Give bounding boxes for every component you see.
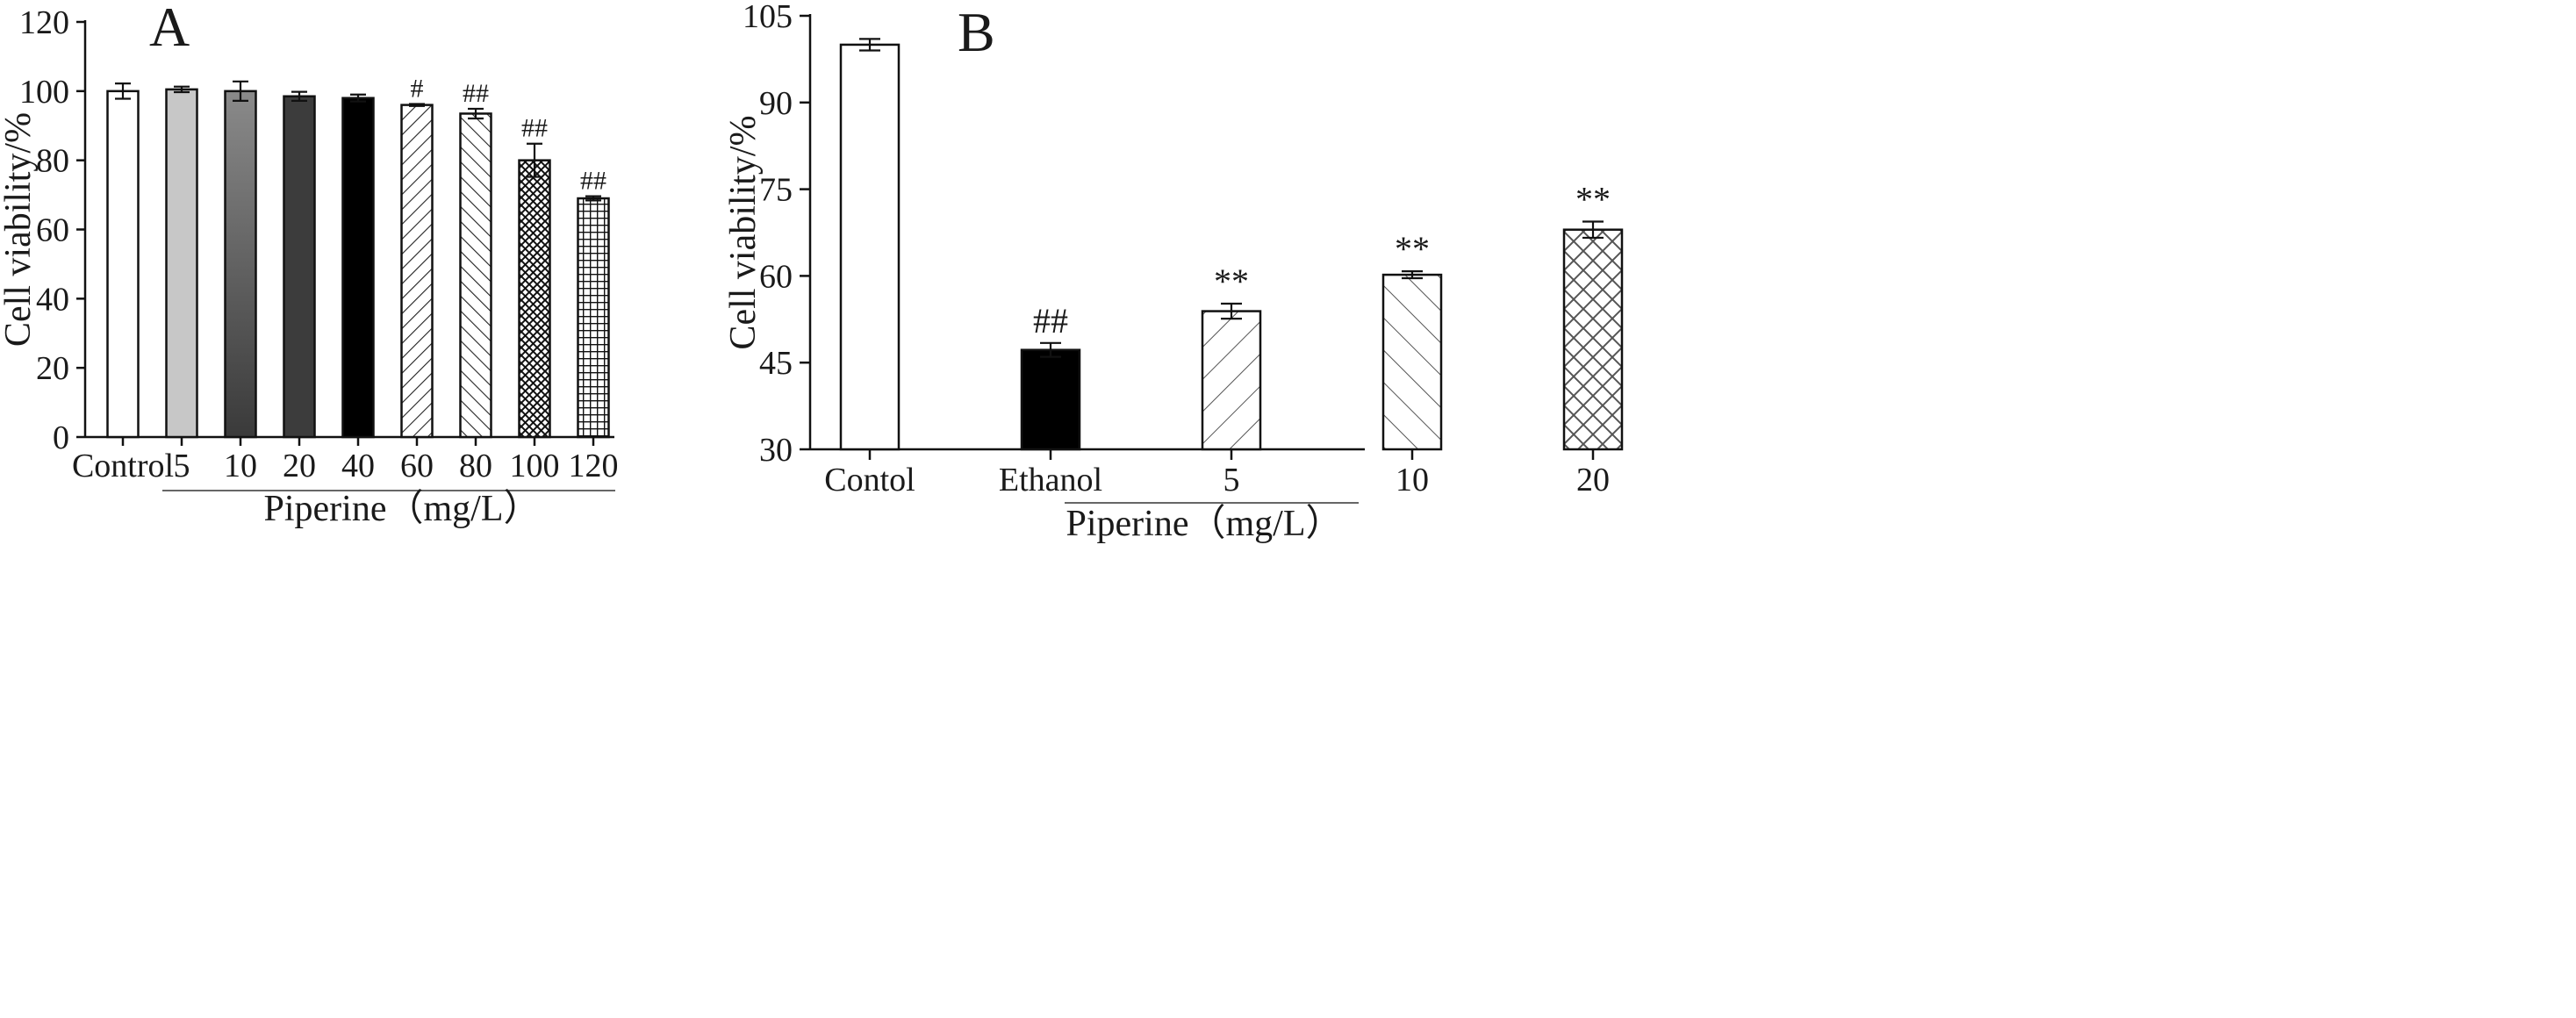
bar: [165, 88, 198, 439]
x-tick-label: 5: [174, 448, 190, 484]
bar: [577, 197, 610, 439]
x-tick-label: 120: [569, 448, 619, 484]
x-tick-label: 60: [400, 448, 434, 484]
y-tick-label: 45: [759, 345, 793, 382]
x-tick-label: 20: [283, 448, 316, 484]
significance-label: #: [411, 74, 424, 103]
significance-label: ##: [521, 114, 548, 143]
bar: [1381, 273, 1443, 451]
bar: [341, 97, 375, 439]
x-tick-label: 5: [1223, 462, 1240, 498]
significance-label: **: [1575, 179, 1611, 219]
x-tick-label: Control: [72, 448, 174, 484]
x-axis-title: Piperine（mg/L）: [1066, 504, 1343, 544]
x-tick-label: Ethanol: [999, 462, 1102, 498]
x-tick-label: 10: [224, 448, 257, 484]
y-tick-label: 80: [36, 143, 69, 180]
y-tick-label: 60: [759, 258, 793, 295]
bar: [518, 159, 551, 439]
x-tick-label: 40: [341, 448, 375, 484]
bar: [106, 90, 140, 439]
y-tick-label: 90: [759, 85, 793, 122]
x-tick-label: 10: [1396, 462, 1429, 498]
x-tick-label: 80: [459, 448, 492, 484]
bar: [459, 112, 492, 439]
significance-label: **: [1395, 229, 1430, 269]
y-axis-title: Cell viability/%: [723, 115, 764, 349]
x-tick-label: 20: [1576, 462, 1610, 498]
y-tick-label: 40: [36, 281, 69, 318]
y-tick-label: 0: [53, 419, 69, 456]
bar: [283, 95, 316, 439]
x-tick-label: Contol: [824, 462, 915, 498]
bar: [224, 90, 257, 439]
bar: [1020, 348, 1081, 451]
bar: [1201, 310, 1262, 451]
x-tick-label: 100: [510, 448, 560, 484]
y-tick-label: 20: [36, 350, 69, 387]
bar: [400, 104, 434, 439]
x-axis-title: Piperine（mg/L）: [264, 489, 541, 529]
panel-letter: B: [958, 1, 995, 63]
bar: [1562, 228, 1624, 451]
significance-label: ##: [463, 79, 489, 108]
y-tick-label: 75: [759, 172, 793, 209]
y-tick-label: 105: [743, 0, 793, 35]
bar: [839, 43, 901, 451]
significance-label: ##: [1033, 301, 1068, 341]
y-tick-label: 60: [36, 212, 69, 249]
significance-label: ##: [580, 167, 606, 196]
y-tick-label: 30: [759, 432, 793, 469]
y-axis-title: Cell viability/%: [0, 112, 39, 347]
panel-letter: A: [149, 0, 190, 58]
y-tick-label: 120: [19, 4, 69, 41]
significance-label: **: [1214, 262, 1249, 301]
y-tick-label: 100: [19, 74, 69, 111]
